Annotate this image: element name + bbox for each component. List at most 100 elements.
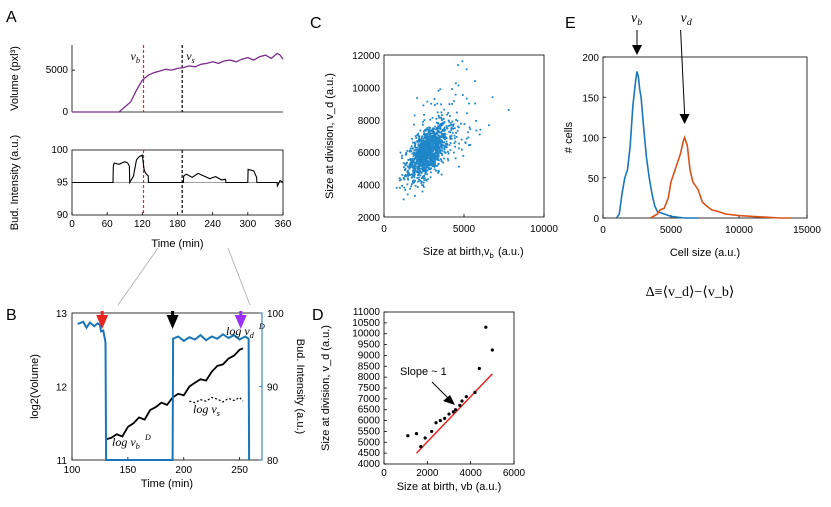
- scatter-point: [416, 153, 419, 156]
- scatter-point: [438, 125, 440, 128]
- scatter-point: [426, 151, 429, 154]
- x-tick-label: 300: [239, 219, 256, 230]
- scatter-point: [438, 146, 441, 149]
- scatter-point: [465, 68, 468, 71]
- scatter-point: [436, 111, 439, 114]
- scatter-point: [416, 186, 419, 188]
- y-tick-label: 7500: [358, 383, 381, 394]
- scatter-point: [410, 183, 413, 186]
- scatter-point: [418, 168, 420, 171]
- arrow-black: [166, 315, 179, 329]
- y-tick-label: 5000: [358, 437, 381, 448]
- vb-histogram-line: [615, 71, 699, 219]
- scatter-point: [439, 151, 442, 153]
- scatter-point: [437, 127, 440, 130]
- slope-arrow-head: [443, 395, 455, 405]
- arrow-label-v_d: vd: [681, 11, 692, 28]
- scatter-point: [439, 145, 442, 148]
- scatter-point: [424, 145, 427, 148]
- scatter-point: [437, 140, 440, 142]
- scatter-point: [434, 136, 437, 139]
- scatter-point: [437, 122, 439, 124]
- scatter-point: [421, 141, 423, 144]
- y-tick-label: 100: [51, 145, 68, 156]
- scatter-point: [419, 149, 422, 151]
- scatter-point: [429, 132, 432, 135]
- scatter-point: [417, 169, 419, 171]
- x-tick-label: 200: [175, 465, 192, 476]
- scatter-point: [429, 176, 432, 179]
- scatter-point: [431, 163, 434, 166]
- scatter-point: [424, 141, 427, 143]
- scatter-point: [424, 150, 427, 152]
- x-tick-label: 4000: [460, 468, 483, 479]
- x-tick-label: 2000: [416, 468, 439, 479]
- scatter-point: [432, 149, 435, 152]
- scatter-point: [430, 158, 433, 160]
- scatter-point: [421, 149, 424, 152]
- scatter-point: [442, 133, 445, 136]
- scatter-point: [411, 162, 413, 165]
- scatter-point: [415, 158, 418, 161]
- scatter-point: [435, 165, 438, 167]
- data-point: [419, 445, 423, 449]
- scatter-point: [414, 154, 416, 157]
- x-tick-label: 60: [102, 219, 114, 230]
- scatter-point: [455, 119, 458, 121]
- data-points: [406, 325, 494, 449]
- scatter-point: [421, 156, 424, 158]
- scatter-point: [395, 186, 398, 189]
- scatter-point: [449, 122, 452, 124]
- scatter-point: [457, 84, 460, 87]
- scatter-point: [442, 117, 445, 120]
- scatter-point: [426, 128, 429, 130]
- scatter-point: [431, 150, 434, 153]
- scatter-point: [435, 150, 437, 153]
- scatter-point: [425, 132, 428, 135]
- scatter-point: [406, 150, 409, 152]
- scatter-point: [447, 111, 450, 114]
- scatter-point: [415, 160, 418, 163]
- scatter-point: [407, 174, 409, 177]
- scatter-point: [414, 149, 417, 152]
- scatter-point: [443, 150, 446, 153]
- scatter-point: [460, 122, 462, 125]
- scatter-point: [431, 165, 434, 168]
- scatter-point: [433, 138, 436, 141]
- scatter-point: [412, 169, 414, 172]
- scatter-point: [430, 153, 433, 156]
- y-tick-label: 6500: [358, 405, 381, 416]
- scatter-point: [431, 157, 434, 160]
- scatter-point: [433, 132, 436, 135]
- annot-sup: D: [258, 322, 265, 331]
- scatter-point: [441, 147, 444, 150]
- scatter-point: [428, 164, 431, 167]
- scatter-point: [432, 147, 435, 150]
- scatter-point: [422, 160, 425, 163]
- scatter-point: [405, 175, 408, 178]
- scatter-point: [425, 135, 428, 138]
- scatter-point: [405, 151, 408, 154]
- scatter-point: [424, 133, 426, 136]
- scatter-point: [427, 146, 430, 149]
- scatter-point: [426, 133, 429, 136]
- scatter-point: [433, 168, 436, 171]
- scatter-point: [412, 161, 414, 164]
- y-tick-label: 0: [62, 107, 68, 118]
- scatter-point: [426, 155, 429, 158]
- scatter-point: [414, 168, 416, 171]
- scatter-point: [435, 140, 438, 143]
- event-label-v_s: vs: [186, 49, 195, 65]
- scatter-point: [418, 148, 421, 151]
- scatter-point: [444, 138, 446, 141]
- scatter-point: [423, 150, 426, 152]
- y-tick-label: 7000: [358, 394, 381, 405]
- scatter-point: [409, 174, 411, 176]
- scatter-point: [421, 165, 424, 167]
- scatter-point: [416, 97, 419, 99]
- scatter-point: [418, 136, 421, 138]
- scatter-point: [458, 142, 460, 145]
- scatter-point: [429, 130, 431, 133]
- scatter-point: [432, 127, 435, 130]
- scatter-point: [434, 147, 437, 150]
